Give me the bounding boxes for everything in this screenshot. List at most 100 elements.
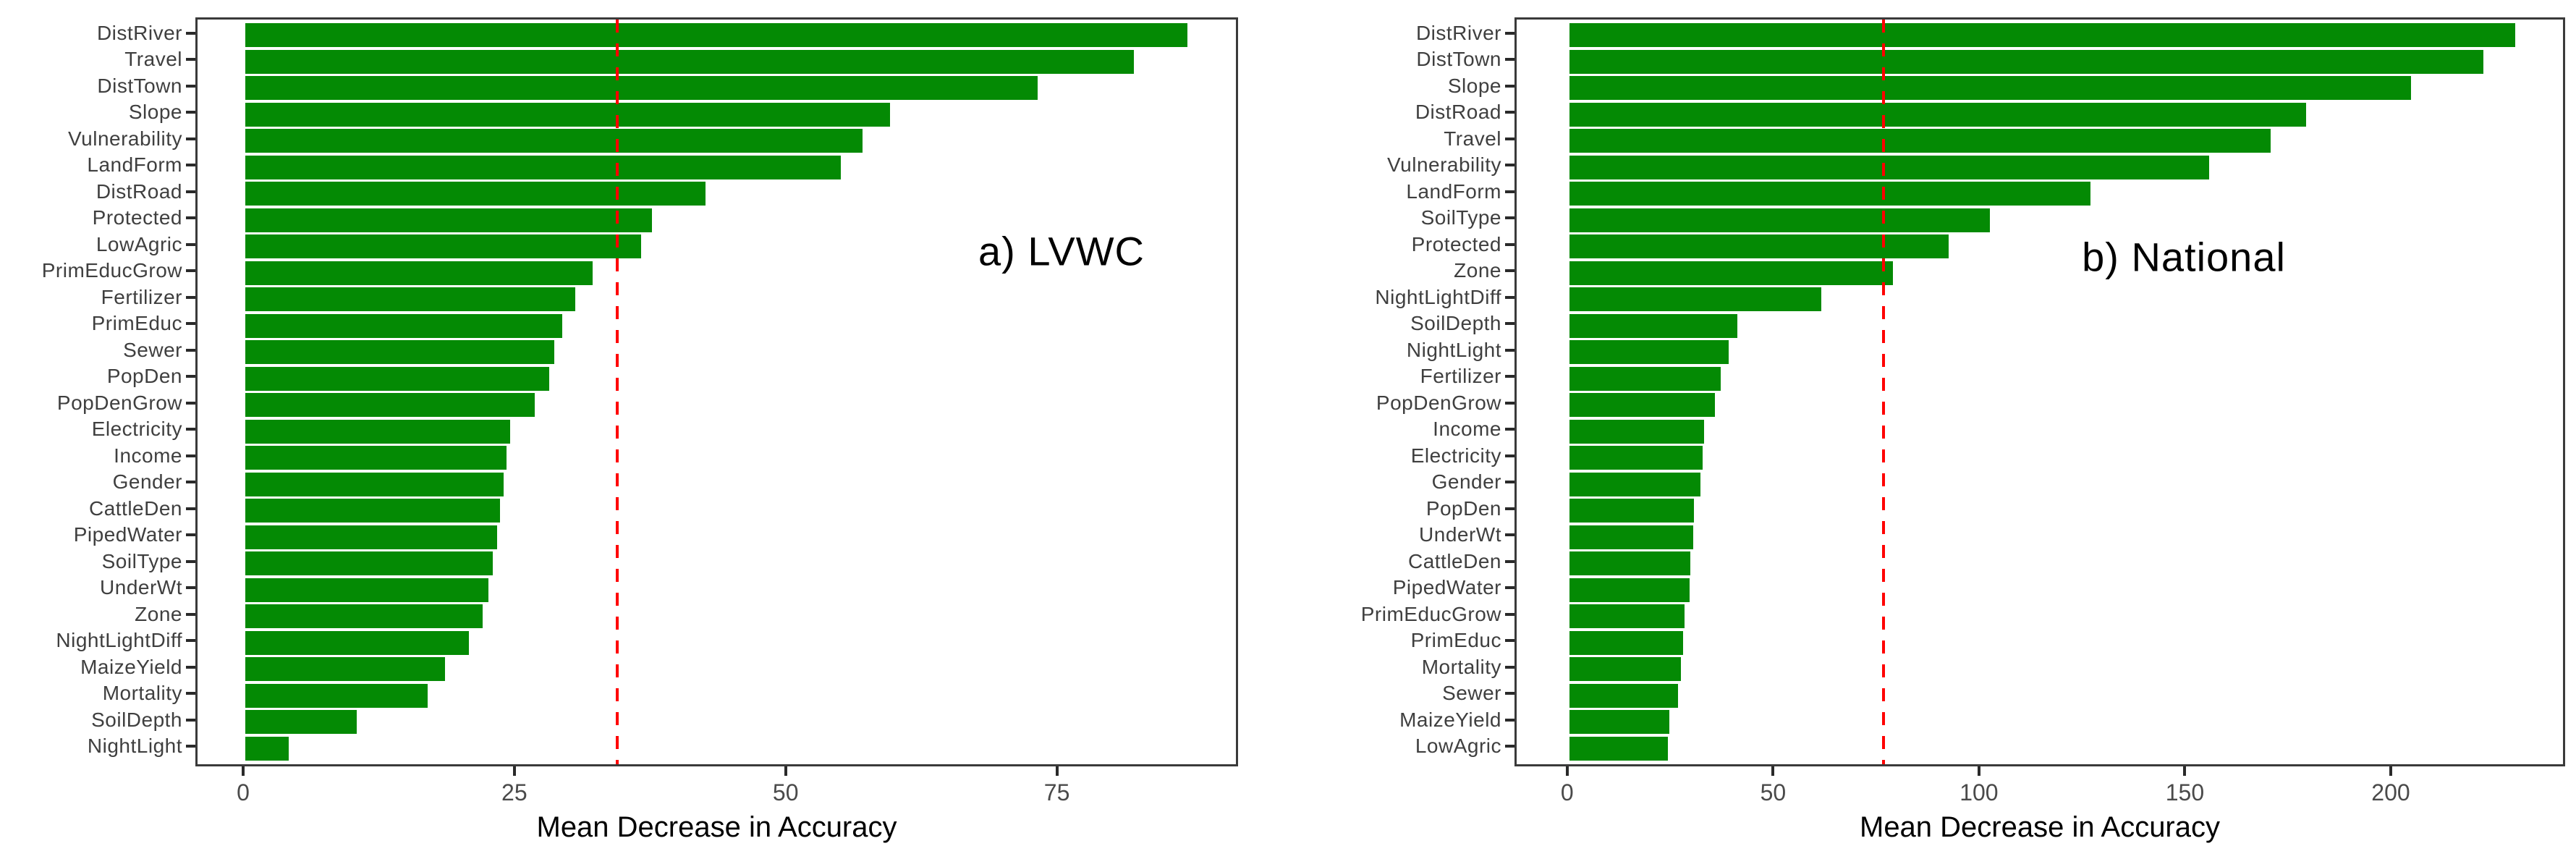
x-axis-title: Mean Decrease in Accuracy: [536, 811, 897, 843]
bar-PopDenGrow: [1569, 393, 1716, 418]
y-tick-label: PopDenGrow: [1376, 391, 1501, 414]
y-tick-mark: [1505, 665, 1514, 669]
y-tick-mark: [1505, 164, 1514, 167]
y-tick-label: Slope: [1447, 74, 1501, 97]
y-tick-mark: [186, 454, 195, 457]
y-tick-mark: [186, 745, 195, 748]
y-tick-mark: [1505, 375, 1514, 378]
bar-Protected: [245, 208, 653, 232]
x-tick-mark: [1055, 766, 1059, 776]
y-tick-mark: [186, 507, 195, 510]
y-tick-mark: [186, 216, 195, 220]
bar-UnderWt: [1569, 525, 1693, 549]
y-tick-label: PrimEduc: [91, 312, 182, 335]
x-tick-mark: [2389, 766, 2392, 776]
panel-title: b) National: [2082, 234, 2286, 280]
x-tick-mark: [241, 766, 245, 776]
x-tick-label: 75: [1043, 779, 1070, 805]
y-tick-mark: [1505, 612, 1514, 616]
bar-Vulnerability: [245, 129, 863, 153]
bar-Zone: [1569, 261, 1893, 285]
bar-Travel: [1569, 129, 2271, 153]
bar-NightLightDiff: [1569, 287, 1821, 312]
bar-LandForm: [1569, 182, 2091, 206]
x-tick-label: 50: [1760, 779, 1787, 805]
y-tick-label: PrimEducGrow: [41, 259, 182, 282]
y-tick-label: DistRoad: [1415, 101, 1501, 124]
y-tick-label: DistRiver: [96, 21, 182, 44]
bar-Protected: [1569, 234, 1949, 259]
y-axis-labels: DistRiver Travel DistTown Slope Vulnerabilit…: [0, 17, 182, 766]
bar-PopDen: [1569, 499, 1695, 523]
bar-DistRiver: [1569, 23, 2515, 48]
y-tick-label: UnderWt: [100, 576, 182, 599]
bar-MaizeYield: [1569, 710, 1670, 735]
y-tick-label: Income: [114, 444, 182, 467]
y-tick-mark: [1505, 269, 1514, 273]
y-tick-label: Electricity: [91, 418, 182, 441]
bar-LowAgric: [1569, 736, 1669, 761]
bar-Sewer: [245, 340, 555, 365]
y-axis-ticks: [1505, 17, 1514, 766]
panel-title: a) LVWC: [978, 228, 1145, 274]
y-tick-label: LowAgric: [96, 232, 182, 255]
bar-Fertilizer: [1569, 366, 1721, 391]
bar-PrimEducGrow: [1569, 604, 1685, 629]
y-tick-mark: [186, 111, 195, 114]
bar-PopDenGrow: [245, 393, 535, 418]
y-tick-mark: [1505, 481, 1514, 484]
x-tick-mark: [1565, 766, 1569, 776]
y-tick-mark: [186, 375, 195, 378]
bar-PipedWater: [1569, 578, 1690, 602]
y-tick-mark: [1505, 745, 1514, 748]
bar-NightLight: [245, 736, 289, 761]
y-tick-label: MaizeYield: [80, 655, 182, 678]
bar-UnderWt: [245, 578, 488, 602]
y-tick-mark: [186, 481, 195, 484]
y-tick-mark: [1505, 111, 1514, 114]
y-tick-mark: [186, 559, 195, 563]
y-tick-label: Travel: [1444, 127, 1501, 150]
y-tick-label: Vulnerability: [68, 127, 182, 150]
y-tick-label: PipedWater: [1392, 576, 1501, 599]
bar-Mortality: [1569, 657, 1682, 682]
y-tick-label: NightLight: [87, 735, 182, 758]
bar-SoilDepth: [1569, 313, 1737, 338]
bar-Vulnerability: [1569, 155, 2210, 179]
y-tick-mark: [1505, 242, 1514, 246]
plot-area: [1517, 20, 2563, 764]
x-tick-mark: [784, 766, 787, 776]
bar-DistTown: [1569, 49, 2483, 74]
y-tick-mark: [1505, 84, 1514, 88]
bar-MaizeYield: [245, 657, 445, 682]
bar-Electricity: [245, 419, 510, 444]
bar-Mortality: [245, 683, 428, 708]
y-tick-mark: [1505, 454, 1514, 457]
plot-area: [198, 20, 1236, 764]
threshold-line: [1882, 20, 1886, 764]
y-tick-mark: [1505, 428, 1514, 431]
y-tick-label: Gender: [112, 470, 182, 494]
y-tick-label: PrimEducGrow: [1360, 602, 1501, 625]
y-tick-label: DistRoad: [96, 179, 182, 203]
y-tick-mark: [186, 164, 195, 167]
y-tick-label: LandForm: [87, 153, 182, 177]
x-tick-label: 200: [2371, 779, 2410, 805]
y-tick-mark: [186, 84, 195, 88]
y-tick-mark: [1505, 322, 1514, 326]
y-tick-label: Travel: [124, 48, 182, 71]
y-tick-mark: [1505, 533, 1514, 537]
y-tick-label: SoilType: [1420, 206, 1501, 229]
bar-PrimEduc: [1569, 630, 1684, 655]
y-tick-mark: [186, 31, 195, 35]
bar-Slope: [1569, 76, 2411, 101]
y-tick-label: DistRiver: [1415, 21, 1501, 44]
bar-CattleDen: [1569, 551, 1690, 576]
y-tick-mark: [1505, 31, 1514, 35]
bar-SoilType: [1569, 208, 1990, 232]
y-tick-label: PopDenGrow: [56, 391, 182, 414]
x-tick-mark: [2183, 766, 2187, 776]
x-tick-label: 50: [772, 779, 799, 805]
